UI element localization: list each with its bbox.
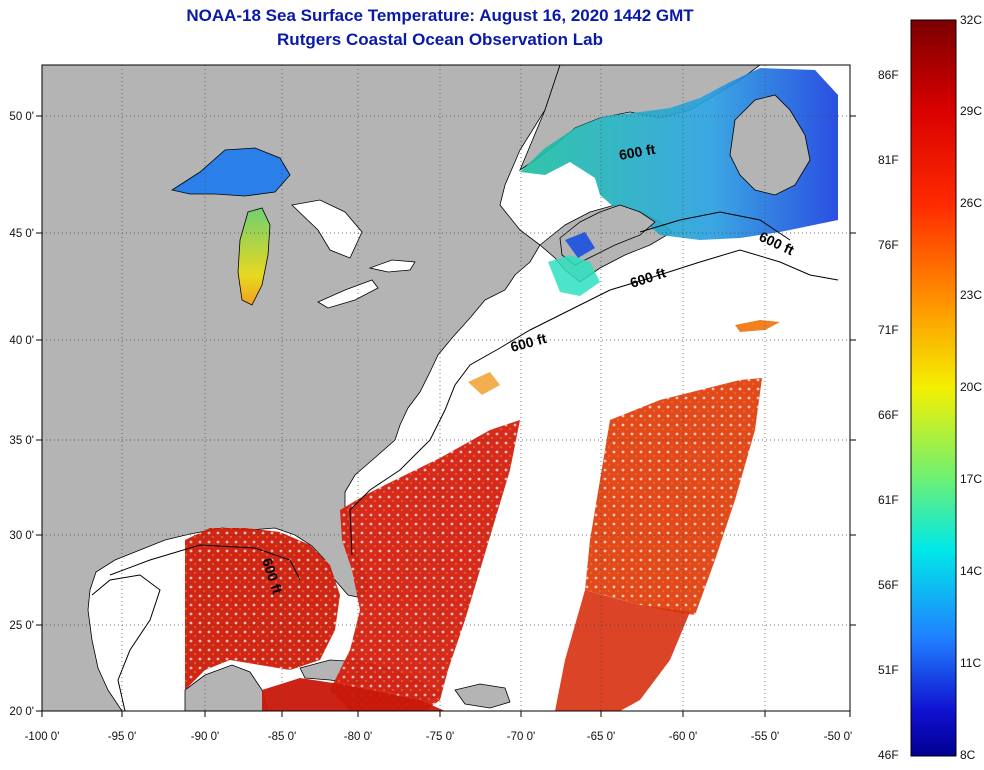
land-newfoundland-top bbox=[729, 94, 811, 196]
lat-label: 45 0' bbox=[9, 228, 34, 240]
colorbar-f-label: 46F bbox=[878, 748, 899, 762]
lat-label: 35 0' bbox=[9, 435, 34, 447]
colorbar-c-label: 32C bbox=[960, 13, 983, 27]
lon-label: -95 0' bbox=[108, 731, 136, 743]
lake-michigan bbox=[237, 207, 271, 306]
isobath-label-1: 600 ft bbox=[618, 141, 657, 163]
colorbar-f-label: 66F bbox=[878, 408, 899, 422]
lat-label: 40 0' bbox=[9, 335, 34, 347]
isobath-600ft bbox=[109, 211, 839, 581]
lat-label: 25 0' bbox=[9, 620, 34, 632]
map-frame bbox=[41, 64, 851, 712]
axis-ticks bbox=[36, 115, 856, 717]
lon-label: -60 0' bbox=[669, 731, 697, 743]
gulf-shelf-outline bbox=[91, 574, 161, 711]
sst-eastern-swath-speckle bbox=[585, 378, 762, 615]
lat-label: 30 0' bbox=[9, 530, 34, 542]
sst-gulf-of-mexico-speckle bbox=[185, 528, 340, 690]
lon-label: -100 0' bbox=[25, 731, 60, 743]
colorbar-c-label: 11C bbox=[960, 656, 982, 670]
graticule bbox=[42, 65, 850, 711]
lon-label: -90 0' bbox=[191, 731, 219, 743]
lake-ontario bbox=[368, 259, 416, 273]
colorbar-f-label: 51F bbox=[878, 663, 899, 677]
colorbar-c-label: 29C bbox=[960, 104, 983, 118]
lon-label: -55 0' bbox=[751, 731, 779, 743]
map-title: NOAA-18 Sea Surface Temperature: August … bbox=[186, 6, 694, 25]
colorbar bbox=[910, 19, 957, 757]
lon-label: -70 0' bbox=[507, 731, 535, 743]
colorbar-c-label: 20C bbox=[960, 380, 983, 394]
lake-superior bbox=[170, 147, 291, 197]
sst-eastern-tail bbox=[555, 590, 690, 711]
sst-fundy bbox=[565, 232, 595, 258]
lon-label: -85 0' bbox=[268, 731, 296, 743]
lon-label: -50 0' bbox=[824, 731, 852, 743]
colorbar-c-label: 26C bbox=[960, 196, 983, 210]
lat-label: 50 0' bbox=[9, 111, 34, 123]
lake-huron bbox=[291, 199, 363, 259]
colorbar-c-label: 8C bbox=[960, 748, 976, 762]
colorbar-f-label: 61F bbox=[878, 493, 899, 507]
colorbar-f-label: 86F bbox=[878, 68, 899, 82]
colorbar-c-label: 14C bbox=[960, 564, 983, 578]
lon-label: -80 0' bbox=[344, 731, 372, 743]
colorbar-c-label: 23C bbox=[960, 288, 983, 302]
sst-patch-midatlantic bbox=[468, 372, 500, 395]
sst-caribbean bbox=[262, 678, 445, 711]
colorbar-f-label: 71F bbox=[878, 323, 899, 337]
colorbar-c-label: 17C bbox=[960, 472, 983, 486]
sst-western-swath-speckle bbox=[330, 420, 520, 711]
lat-label: 20 0' bbox=[9, 706, 34, 718]
lon-label: -75 0' bbox=[426, 731, 454, 743]
lake-erie bbox=[317, 279, 379, 309]
colorbar-f-label: 81F bbox=[878, 153, 899, 167]
colorbar-f-label: 76F bbox=[878, 238, 899, 252]
sst-gulf-of-maine bbox=[548, 255, 600, 296]
map-subtitle: Rutgers Coastal Ocean Observation Lab bbox=[277, 30, 603, 49]
sst-patch-offshore bbox=[735, 320, 780, 332]
colorbar-f-label: 56F bbox=[878, 578, 899, 592]
land-hispaniola bbox=[454, 683, 511, 709]
lon-label: -65 0' bbox=[587, 731, 615, 743]
